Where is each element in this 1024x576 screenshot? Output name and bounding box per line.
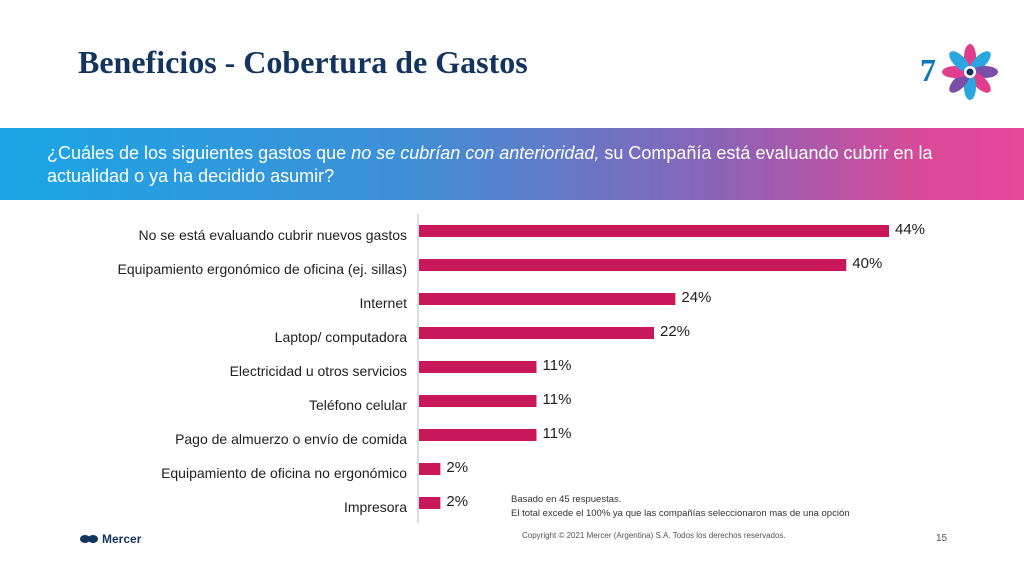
category-label: Impresora	[344, 499, 407, 515]
data-label: 11%	[543, 391, 572, 408]
bar	[419, 429, 537, 441]
category-label: Laptop/ computadora	[275, 329, 408, 345]
data-label: 24%	[681, 289, 711, 306]
bar	[419, 497, 441, 509]
data-label: 22%	[660, 323, 690, 340]
bar	[419, 395, 537, 407]
category-label: Equipamiento ergonómico de oficina (ej. …	[118, 261, 407, 277]
category-label: Teléfono celular	[309, 397, 407, 413]
bar	[419, 463, 441, 475]
bar	[419, 259, 847, 271]
bar	[419, 327, 654, 339]
bar	[419, 361, 537, 373]
category-label: Internet	[360, 295, 408, 311]
data-label: 44%	[895, 221, 925, 238]
category-label: No se está evaluando cubrir nuevos gasto…	[139, 227, 408, 243]
data-label: 2%	[446, 459, 468, 476]
data-label: 2%	[446, 493, 468, 510]
data-label: 11%	[543, 357, 572, 374]
data-label: 11%	[543, 425, 572, 442]
footnote-line-1: Basado en 45 respuestas.	[511, 494, 622, 505]
page-number: 15	[936, 533, 948, 544]
copyright-text: Copyright © 2021 Mercer (Argentina) S.A.…	[522, 531, 786, 540]
bar	[419, 293, 676, 305]
category-label: Pago de almuerzo o envío de comida	[175, 431, 407, 447]
category-label: Electricidad u otros servicios	[230, 363, 407, 379]
bar	[419, 225, 889, 237]
brand-logo: 7	[916, 42, 1000, 102]
category-label: Equipamiento de oficina no ergonómico	[161, 465, 407, 481]
data-label: 40%	[852, 255, 882, 272]
mercer-logo-icon	[80, 535, 98, 543]
brand-name: Mercer	[102, 532, 142, 546]
footnote: Basado en 45 respuestas. El total excede…	[511, 493, 850, 521]
slide-title: Beneficios - Cobertura de Gastos	[78, 44, 528, 80]
question-text: ¿Cuáles de los siguientes gastos que no …	[47, 143, 933, 186]
footnote-line-2: El total excede el 100% ya que las compa…	[511, 508, 850, 519]
logo-number: 7	[920, 52, 936, 88]
mercer-brand: Mercer	[80, 532, 141, 546]
question-banner: ¿Cuáles de los siguientes gastos que no …	[0, 128, 1024, 200]
flower-logo-icon	[942, 44, 998, 100]
